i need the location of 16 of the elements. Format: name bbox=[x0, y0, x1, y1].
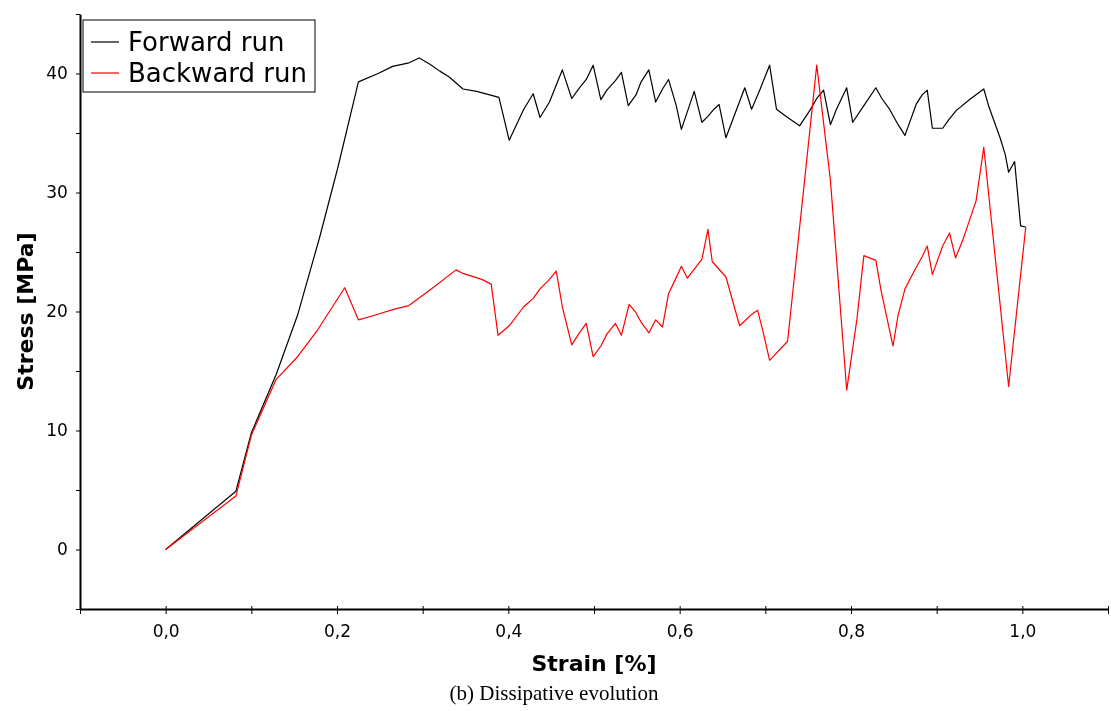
x-tick-label: 0,2 bbox=[323, 621, 352, 642]
y-tick-label: 20 bbox=[46, 301, 68, 322]
x-tick-label: 1,0 bbox=[1009, 621, 1037, 642]
y-tick-label: 10 bbox=[46, 420, 68, 441]
y-axis-title: Stress [MPa] bbox=[13, 232, 38, 391]
y-tick-label: 30 bbox=[46, 182, 68, 203]
x-tick-label: 0,6 bbox=[666, 621, 694, 642]
x-axis-title: Strain [%] bbox=[531, 651, 657, 676]
legend-label: Forward run bbox=[128, 27, 285, 57]
y-tick-label: 40 bbox=[46, 63, 68, 84]
text: (b) Dissipative evolution bbox=[449, 681, 659, 705]
x-tick-label: 0,4 bbox=[495, 621, 523, 642]
y-tick-label: 0 bbox=[57, 539, 68, 560]
x-tick-label: 0,8 bbox=[837, 621, 866, 642]
legend-label: Backward run bbox=[128, 58, 307, 88]
x-tick-label: 0,0 bbox=[152, 621, 180, 642]
